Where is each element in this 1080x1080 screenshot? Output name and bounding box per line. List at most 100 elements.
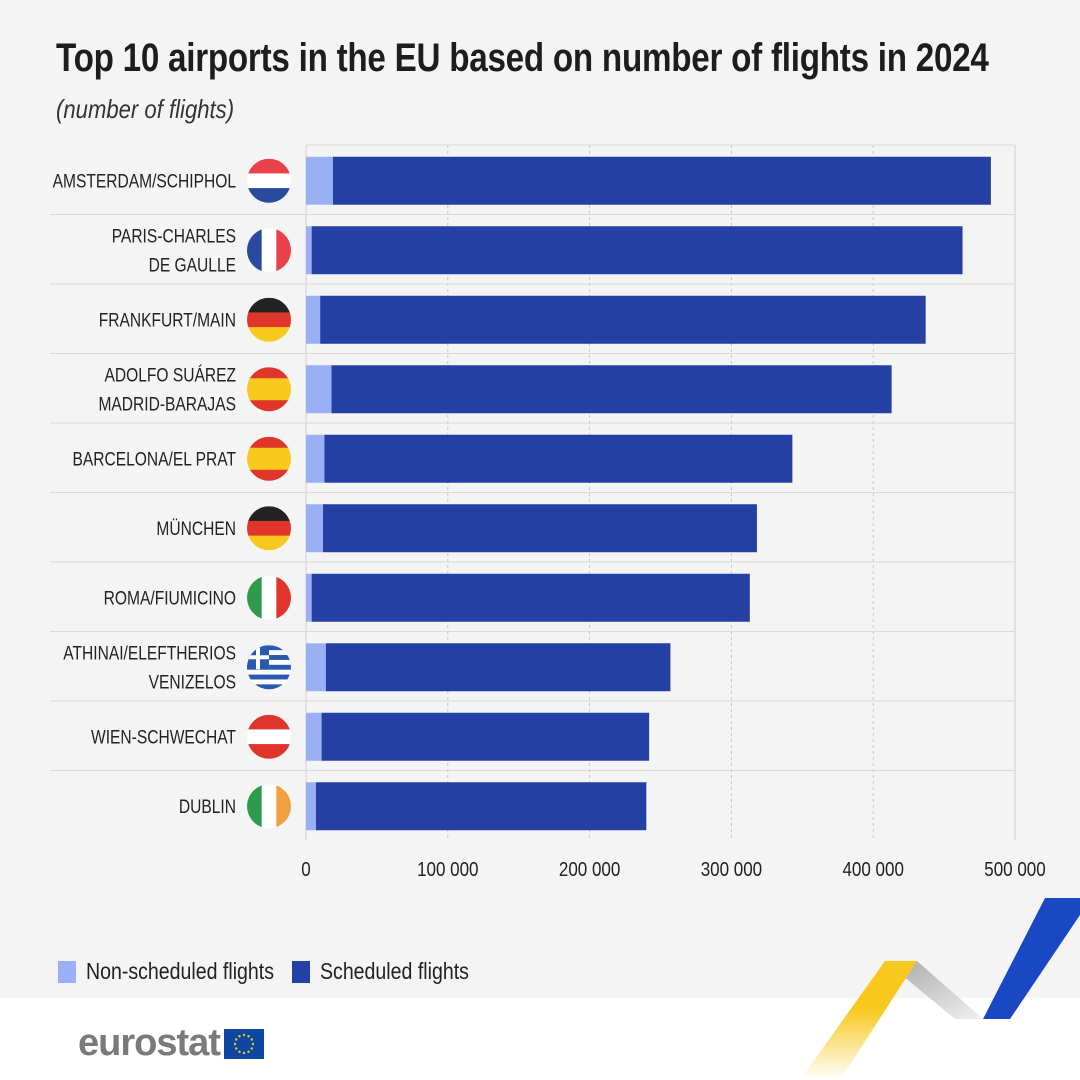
bar-non-scheduled	[306, 295, 321, 344]
flag-stripe	[247, 312, 291, 328]
eu-star	[247, 1034, 250, 1037]
eu-star	[233, 1042, 237, 1045]
bar-chart: AMSTERDAM/SCHIPHOL PARIS-CHARLES DE GAULLE…	[50, 144, 1046, 881]
germany-flag-icon	[247, 297, 291, 342]
eu-star	[234, 1046, 238, 1050]
flag-stripe	[276, 784, 291, 829]
eu-star	[238, 1034, 241, 1037]
logo-text: eurostat	[78, 1022, 221, 1064]
bar-scheduled	[332, 156, 991, 205]
bar-scheduled	[323, 504, 757, 553]
spain-flag-icon	[247, 367, 291, 412]
flag-stripe	[276, 228, 291, 273]
category-label: ATHINAI/ELEFTHERIOS	[63, 642, 236, 664]
flag-stripe	[247, 729, 291, 745]
chart-title: Top 10 airports in the EU based on numbe…	[56, 36, 989, 80]
bar-non-scheduled	[306, 573, 312, 622]
category-label: MADRID-BARAJAS	[98, 393, 236, 415]
flag-stripe	[247, 447, 291, 460]
flag-stripe	[247, 520, 291, 537]
x-tick-label: 100 000	[417, 858, 478, 881]
flag-stripe	[247, 744, 291, 759]
eu-star	[251, 1042, 255, 1045]
bar-scheduled	[311, 573, 750, 622]
x-tick-label: 0	[301, 858, 310, 881]
flag-cross	[247, 655, 269, 660]
flag-stripe	[247, 669, 291, 676]
bar-non-scheduled	[306, 643, 326, 692]
flag-stripe	[247, 535, 291, 551]
flag-stripe	[261, 575, 277, 620]
flag-stripe	[247, 506, 291, 522]
category-label: AMSTERDAM/SCHIPHOL	[53, 170, 237, 192]
flag-stripe	[247, 575, 263, 620]
bar-scheduled	[324, 434, 793, 483]
flag-stripe	[247, 378, 291, 390]
flag-stripe	[261, 784, 277, 829]
chart-subtitle: (number of flights)	[56, 94, 235, 124]
category-label: DUBLIN	[179, 796, 236, 818]
bar-scheduled	[320, 295, 926, 344]
eu-star	[238, 1050, 241, 1053]
category-label: PARIS-CHARLES	[112, 225, 236, 247]
category-label: ROMA/FIUMICINO	[104, 587, 236, 609]
netherlands-flag-icon	[247, 158, 291, 203]
bar-non-scheduled	[306, 712, 322, 761]
flag-stripe	[261, 228, 277, 273]
flag-stripe	[247, 158, 291, 174]
bar-scheduled	[311, 226, 963, 275]
eu-star	[242, 1051, 246, 1054]
austria-flag-icon	[247, 714, 291, 759]
legend-label: Scheduled flights	[320, 958, 469, 984]
eu-star	[242, 1033, 246, 1036]
eu-star	[247, 1050, 250, 1053]
bar-scheduled	[315, 782, 647, 831]
italy-flag-icon	[247, 575, 291, 620]
category-label: FRANKFURT/MAIN	[99, 309, 236, 331]
category-label: WIEN-SCHWECHAT	[91, 726, 236, 748]
x-tick-label: 300 000	[701, 858, 762, 881]
category-label: ADOLFO SUÁREZ	[105, 364, 237, 386]
eurostat-logo: eurostat	[78, 1022, 264, 1065]
bar-non-scheduled	[306, 226, 312, 275]
flag-stripe	[247, 173, 291, 189]
bar-scheduled	[325, 643, 671, 692]
greece-flag-icon	[247, 645, 291, 690]
x-tick-label: 500 000	[984, 858, 1045, 881]
flag-stripe	[247, 784, 263, 829]
spain-flag-icon	[247, 436, 291, 481]
flag-stripe	[247, 458, 291, 471]
category-label: DE GAULLE	[149, 254, 236, 276]
legend-non-scheduled: Non-scheduled flights	[58, 958, 307, 985]
flag-stripe	[247, 436, 291, 449]
category-label: MÜNCHEN	[156, 518, 236, 540]
flag-stripe	[247, 389, 291, 401]
legend-scheduled: Scheduled flights	[292, 958, 495, 985]
flag-stripe	[247, 679, 291, 685]
eu-flag-icon	[223, 1028, 264, 1059]
germany-flag-icon	[247, 506, 291, 551]
bar-non-scheduled	[306, 782, 316, 831]
legend-swatch-non-scheduled	[58, 960, 76, 983]
bar-non-scheduled	[306, 504, 324, 553]
bar-non-scheduled	[306, 156, 333, 205]
flag-stripe	[247, 684, 291, 690]
x-tick-label: 200 000	[559, 858, 620, 881]
ireland-flag-icon	[247, 784, 291, 829]
flag-stripe	[247, 228, 263, 273]
category-label: VENIZELOS	[149, 671, 236, 693]
bar-non-scheduled	[306, 434, 325, 483]
flag-stripe	[276, 575, 291, 620]
decorative-ribbon-icon	[800, 898, 1080, 1080]
legend-label: Non-scheduled flights	[86, 958, 275, 984]
category-label: BARCELONA/EL PRAT	[73, 448, 237, 470]
flag-stripe	[247, 674, 291, 680]
flag-stripe	[247, 188, 291, 203]
flag-stripe	[247, 327, 291, 342]
flag-stripe	[247, 469, 291, 481]
flag-stripe	[247, 714, 291, 730]
france-flag-icon	[247, 228, 291, 273]
bar-non-scheduled	[306, 365, 332, 414]
bar-scheduled	[321, 712, 650, 761]
flag-stripe	[247, 367, 291, 379]
